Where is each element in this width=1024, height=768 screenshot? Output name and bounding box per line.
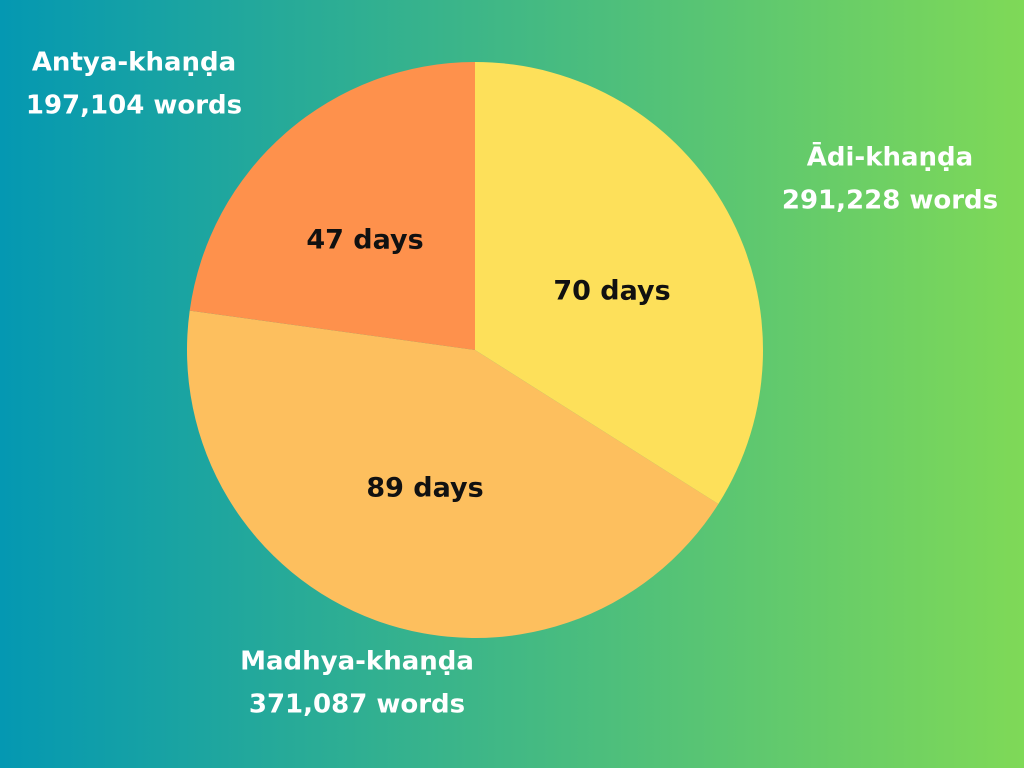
slice-label: 70 days [553, 276, 670, 307]
slice-label: 47 days [306, 225, 423, 256]
category-label: Antya-khaṇḍa [32, 48, 236, 78]
pie-slice [189, 62, 476, 350]
word-count-label: 291,228 words [782, 186, 998, 216]
word-count-label: 197,104 words [26, 91, 242, 121]
category-label: Madhya-khaṇḍa [240, 647, 474, 677]
slice-label: 89 days [366, 473, 483, 504]
pie-slice [187, 310, 719, 639]
category-label: Ādi-khaṇḍa [807, 141, 973, 173]
pie-slice [475, 62, 763, 505]
word-count-label: 371,087 words [249, 690, 465, 720]
